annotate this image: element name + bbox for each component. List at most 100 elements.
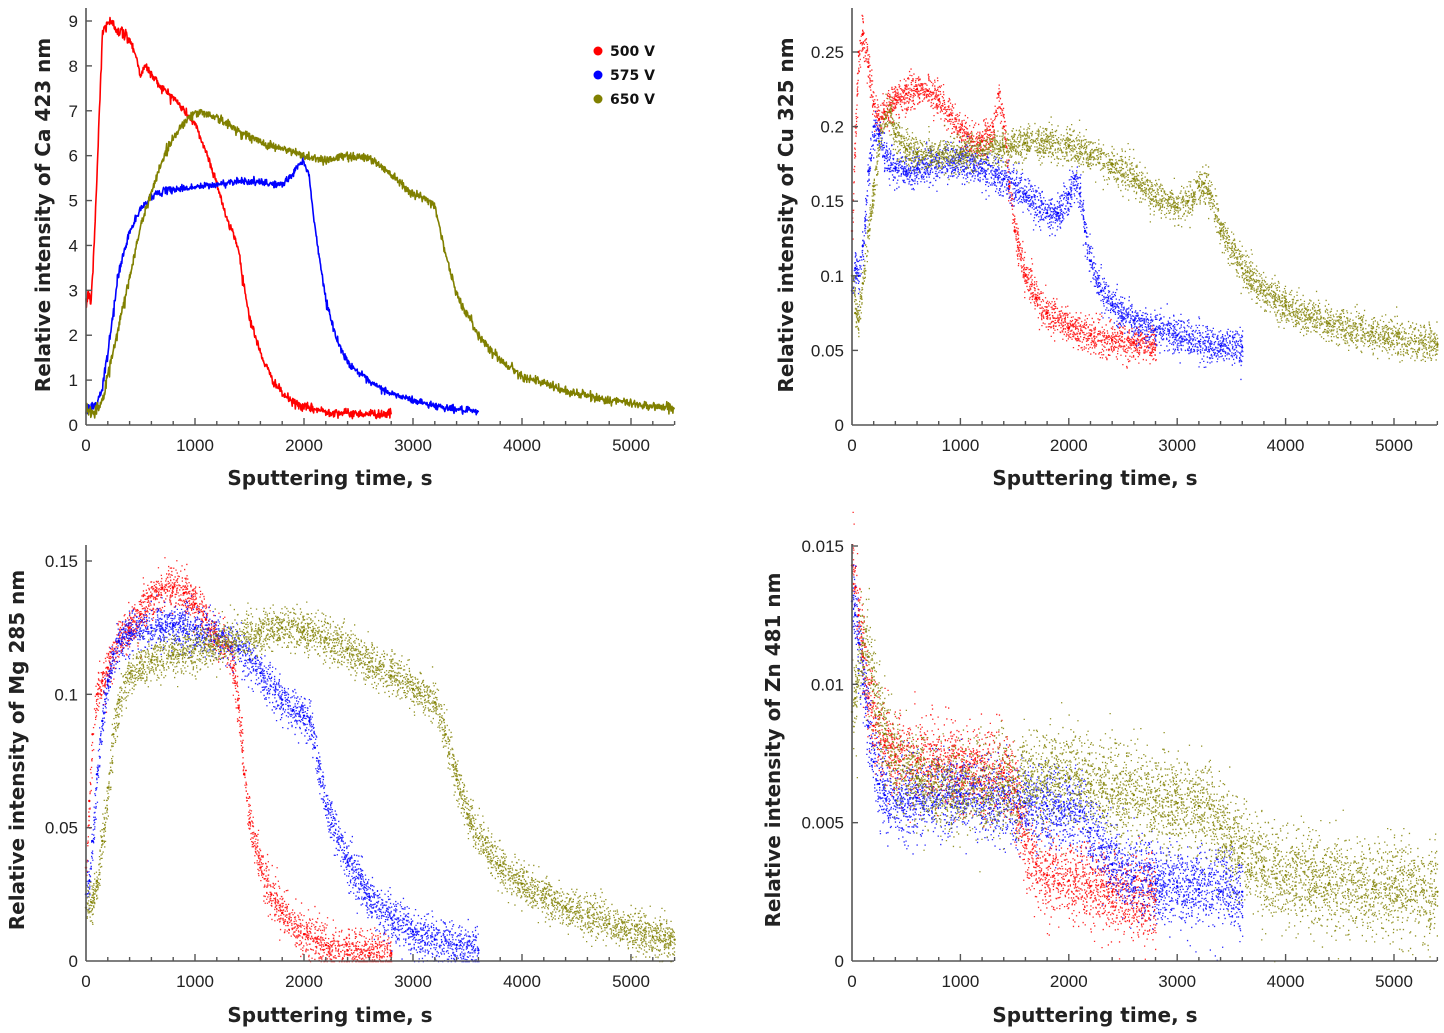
cu-point [854,267,857,270]
mg-point [101,719,104,723]
zn-point [1132,876,1136,880]
zn-point [1067,777,1071,780]
cu-point [877,140,881,143]
cu-x-tick-label: 5000 [1375,436,1413,455]
mg-point [346,861,349,864]
cu-point [1083,229,1087,233]
mg-point [117,698,120,701]
mg-point [139,613,142,616]
cu-point [1056,211,1060,215]
mg-x-tick-label: 2000 [285,972,323,991]
cu-point [948,113,951,116]
mg-point [433,701,436,704]
mg-y-axis-title: Relative intensity of Mg 285 nm [5,570,29,930]
cu-point [1067,326,1071,330]
zn-point [883,732,886,736]
cu-point [1100,289,1103,292]
cu-point [1008,185,1011,188]
cu-point [1067,192,1071,195]
zn-point [1089,782,1092,786]
cu-point [1067,144,1071,148]
ca-y-tick-label: 0 [69,416,78,435]
zn-y-tick-label: 0.005 [801,814,844,833]
legend-label-575v: 575 V [610,68,655,84]
cu-point [1186,200,1190,203]
zn-point [1100,846,1103,849]
zn-point [1045,774,1049,777]
ca-line-500v [85,16,392,420]
zn-point [1154,898,1157,902]
mg-point [390,674,393,677]
zn-point [1197,887,1201,891]
mg-point [651,935,654,939]
ca-x-tick-label: 1000 [176,436,214,455]
mg-point [91,733,94,736]
cu-y-tick-label: 0 [835,416,844,435]
cu-point [861,282,864,285]
ca-series-500v [85,16,392,420]
zn-point [1197,804,1201,808]
ca-y-tick-label: 6 [69,147,78,166]
zn-point [1241,851,1244,855]
ca-x-tick-label: 3000 [394,436,432,455]
cu-point [959,150,962,154]
legend-item-650v[interactable]: 650 V [593,92,656,108]
mg-plot-area [84,557,676,963]
zn-point [1241,890,1244,893]
mg-scatter-500v [86,557,393,963]
zn-point [1024,843,1027,846]
zn-series-650v [850,587,1439,963]
mg-point [433,938,436,941]
zn-scatter-650v [852,587,1439,963]
cu-point [861,244,864,248]
mg-point [302,629,306,632]
mg-point [302,714,306,717]
mg-point [281,626,284,629]
zn-point [1111,788,1114,791]
mg-scatter-650v [86,601,676,963]
cu-point [1073,177,1076,180]
cu-point [861,32,864,36]
mg-point [128,671,131,675]
cu-scatter-650v [852,93,1439,363]
zn-point [959,766,962,769]
mg-x-tick-label: 4000 [503,972,541,991]
mg-point [248,658,251,661]
zn-point [857,669,860,672]
zn-y-axis-title: Relative intensity of Zn 481 nm [761,573,785,928]
mg-point [411,687,415,691]
cu-point [915,152,919,155]
ca-y-tick-label: 7 [69,102,78,121]
zn-point [1089,827,1092,830]
legend-item-500v[interactable]: 500 V [593,44,656,60]
panel-cu: 0 1000 2000 3000 4000 5000 0 0.05 0.1 0.15 0.2 0.25… [774,8,1439,490]
mg-point [455,943,458,947]
cu-point [1414,340,1417,343]
legend-label-650v: 650 V [610,92,655,108]
ca-x-tick-label: 0 [81,436,90,455]
zn-point [1230,840,1233,844]
legend-item-575v[interactable]: 575 V [593,68,656,84]
legend-marker-575v [593,70,603,80]
cu-point [883,155,886,158]
mg-point [237,637,240,640]
zn-plot-area [850,511,1439,963]
zn-point [861,641,864,644]
cu-point [1132,177,1136,180]
panel-ca: 0 1000 2000 3000 4000 5000 0 1 2 3 4 5 6 7 8 9 Sputteri… [31,8,676,490]
ca-plot-area [85,16,676,420]
mg-point [150,658,153,661]
zn-point [867,655,870,658]
mg-point [324,805,327,808]
zn-point [937,785,940,788]
ca-line-650v [85,108,676,419]
cu-point [877,132,881,136]
ca-x-axis-title: Sputtering time, s [227,466,432,490]
cu-point [872,103,875,106]
cu-point [894,167,897,170]
zn-point [1154,799,1157,802]
zn-point [1327,882,1331,885]
mg-point [346,949,349,952]
mg-point [477,949,480,952]
zn-point [872,683,875,686]
